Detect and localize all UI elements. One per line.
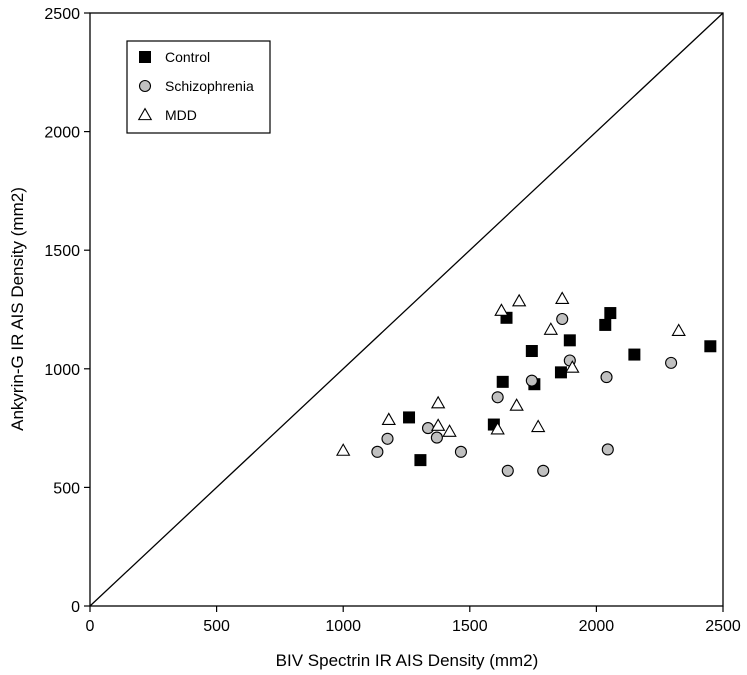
legend-marker-1 bbox=[138, 79, 152, 93]
data-point-1-1 bbox=[381, 432, 394, 445]
data-point-0-9 bbox=[599, 318, 612, 331]
plot-area bbox=[89, 12, 724, 607]
data-point-1-9 bbox=[556, 312, 569, 326]
y-tick-label-1000: 1000 bbox=[44, 362, 80, 379]
y-tick-label-1500: 1500 bbox=[44, 243, 80, 260]
data-point-2-6 bbox=[494, 303, 509, 316]
x-tick-label-2500: 2500 bbox=[705, 618, 741, 635]
data-point-0-8 bbox=[563, 334, 576, 347]
data-point-2-4 bbox=[442, 424, 457, 437]
data-point-2-11 bbox=[555, 291, 570, 304]
series-mdd bbox=[336, 291, 686, 456]
data-point-0-3 bbox=[496, 375, 509, 388]
data-point-0-12 bbox=[704, 340, 717, 353]
data-point-0-1 bbox=[414, 454, 427, 467]
data-points bbox=[336, 291, 717, 477]
x-axis: 0 500 1000 1500 2000 2500 bbox=[86, 606, 741, 635]
series-control bbox=[403, 307, 717, 467]
data-point-1-0 bbox=[371, 445, 384, 458]
data-point-2-7 bbox=[509, 398, 524, 411]
legend: Control Schizophrenia MDD bbox=[126, 40, 271, 134]
data-point-2-10 bbox=[543, 322, 559, 335]
data-point-1-8 bbox=[537, 464, 550, 477]
data-point-0-7 bbox=[554, 366, 567, 379]
data-point-2-13 bbox=[671, 323, 686, 337]
data-point-2-1 bbox=[381, 412, 396, 425]
data-point-2-2 bbox=[430, 395, 446, 409]
data-point-1-6 bbox=[501, 464, 514, 477]
x-tick-label-1000: 1000 bbox=[325, 618, 361, 635]
data-point-1-4 bbox=[454, 445, 467, 458]
data-point-0-11 bbox=[628, 348, 641, 361]
data-point-1-3 bbox=[430, 431, 443, 444]
plot-frame bbox=[89, 12, 724, 607]
series-schizophrenia bbox=[371, 312, 678, 477]
data-point-1-11 bbox=[600, 371, 613, 384]
data-point-0-5 bbox=[525, 345, 538, 358]
reference-line-group bbox=[89, 12, 724, 607]
x-tick-label-0: 0 bbox=[86, 618, 95, 635]
data-point-0-0 bbox=[403, 411, 416, 424]
legend-marker-0 bbox=[139, 51, 151, 63]
data-point-1-7 bbox=[525, 374, 538, 387]
legend-label-0: Control bbox=[165, 49, 210, 65]
data-point-1-13 bbox=[665, 356, 678, 369]
data-point-1-5 bbox=[491, 391, 504, 404]
data-point-2-9 bbox=[530, 419, 546, 433]
identity-line bbox=[89, 12, 724, 607]
x-axis-title: BIV Spectrin IR AIS Density (mm2) bbox=[276, 651, 539, 670]
legend-label-1: Schizophrenia bbox=[165, 78, 254, 94]
legend-marker-2 bbox=[137, 107, 153, 121]
data-point-2-5 bbox=[490, 421, 505, 435]
y-tick-label-2500: 2500 bbox=[44, 6, 80, 23]
x-tick-label-2000: 2000 bbox=[579, 618, 615, 635]
x-tick-label-1500: 1500 bbox=[452, 618, 488, 635]
data-point-2-3 bbox=[430, 418, 446, 431]
data-point-2-0 bbox=[336, 443, 351, 456]
y-axis: 0 500 1000 1500 2000 2500 bbox=[44, 6, 90, 616]
y-tick-label-2000: 2000 bbox=[44, 125, 80, 142]
y-tick-label-500: 500 bbox=[53, 480, 80, 497]
data-point-1-12 bbox=[601, 443, 614, 456]
y-tick-label-0: 0 bbox=[71, 599, 80, 616]
data-point-2-12 bbox=[565, 360, 580, 373]
x-tick-label-500: 500 bbox=[203, 618, 230, 635]
data-point-1-2 bbox=[421, 422, 435, 435]
y-axis-title: Ankyrin-G IR AIS Density (mm2) bbox=[8, 187, 27, 431]
legend-label-2: MDD bbox=[165, 107, 197, 123]
data-point-0-10 bbox=[604, 307, 617, 320]
data-point-2-8 bbox=[511, 293, 527, 307]
